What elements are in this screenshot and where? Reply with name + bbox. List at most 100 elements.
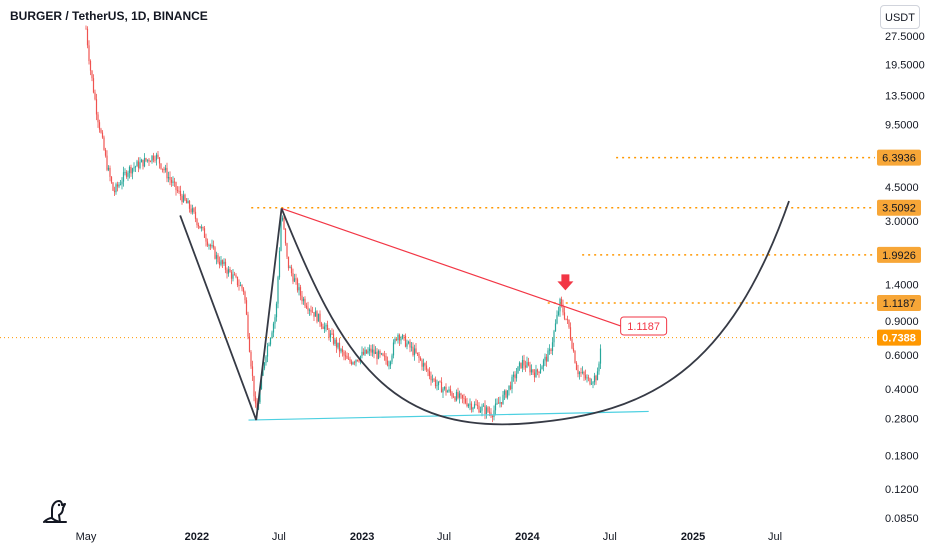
candle-body xyxy=(188,201,191,209)
candle-body xyxy=(278,250,281,278)
candle-body xyxy=(545,356,548,362)
candle-body xyxy=(400,338,402,341)
currency-button[interactable]: USDT xyxy=(880,5,920,29)
candle-body xyxy=(350,361,353,365)
candle-body xyxy=(461,394,464,399)
time-axis[interactable]: May 2022 Jul 2023 Jul 2024 Jul 2025 Jul xyxy=(76,531,782,543)
candle-body xyxy=(248,336,251,352)
candle-body xyxy=(293,278,296,282)
candle-body xyxy=(349,359,351,362)
candle-body xyxy=(323,326,326,329)
candle-body xyxy=(376,351,378,359)
candle-body xyxy=(134,166,137,168)
candle-body xyxy=(89,61,92,71)
candle-body xyxy=(136,161,138,167)
candle-body xyxy=(409,341,411,348)
candle-body xyxy=(172,181,174,183)
candle-body xyxy=(547,350,549,362)
x-tick-label: 2024 xyxy=(515,531,540,543)
zigzag-line[interactable] xyxy=(179,208,283,421)
support-line[interactable] xyxy=(248,410,649,421)
candle-body xyxy=(515,373,518,379)
candle-body xyxy=(322,326,324,329)
level-price-label: 1.9926 xyxy=(882,250,916,262)
candle-body xyxy=(338,342,341,352)
candle-body xyxy=(308,309,311,311)
current-price-label: 0.7388 xyxy=(882,333,916,345)
trendline[interactable] xyxy=(281,207,621,327)
candle-body xyxy=(178,190,180,192)
candle-body xyxy=(563,312,566,319)
candle-body xyxy=(551,342,554,351)
candle-body xyxy=(161,168,164,170)
candle-body xyxy=(107,167,110,170)
candle-body xyxy=(595,375,597,381)
symbol-title[interactable]: BURGER / TetherUS, 1D, BINANCE xyxy=(10,9,208,23)
candle-body xyxy=(196,218,198,225)
candle-body xyxy=(254,396,257,404)
candle-body xyxy=(418,353,420,358)
candle-body xyxy=(491,416,494,418)
candle-body xyxy=(385,356,387,361)
candle-body xyxy=(589,378,591,385)
candle-body xyxy=(554,323,557,332)
candle-body xyxy=(269,338,272,345)
level-price-label: 3.5092 xyxy=(882,203,916,215)
candle-body xyxy=(392,342,395,356)
candle-body xyxy=(139,162,141,169)
candle-body xyxy=(229,269,231,273)
candle-body xyxy=(202,226,204,229)
candle-body xyxy=(569,327,572,340)
candle-body xyxy=(460,393,462,395)
candle-body xyxy=(394,338,396,343)
candle-body xyxy=(317,313,320,322)
candle-body xyxy=(251,366,254,376)
candle-body xyxy=(217,255,219,262)
candle-body xyxy=(310,309,312,312)
candle-body xyxy=(424,363,426,366)
candle-body xyxy=(514,374,516,379)
candle-body xyxy=(550,349,552,351)
price-axis[interactable]: 27.5000 19.5000 13.5000 9.5000 4.5000 3.0000 1… xyxy=(885,31,925,525)
down-arrow-icon[interactable] xyxy=(557,274,574,291)
candle-body xyxy=(190,208,192,213)
candle-body xyxy=(253,375,255,397)
candle-body xyxy=(341,349,344,352)
candle-body xyxy=(365,349,368,354)
candle-body xyxy=(482,405,485,407)
candle-body xyxy=(110,176,113,183)
candle-body xyxy=(541,366,543,370)
candle-body xyxy=(131,168,134,174)
candle-body xyxy=(163,168,165,171)
candle-body xyxy=(220,260,222,265)
candle-body xyxy=(290,267,293,274)
y-tick-label: 3.0000 xyxy=(885,216,919,228)
candle-body xyxy=(565,318,567,320)
x-tick-label: Jul xyxy=(768,531,782,543)
candle-body xyxy=(200,226,203,229)
candle-body xyxy=(145,158,147,161)
candle-body xyxy=(536,369,539,372)
candle-body xyxy=(287,256,290,269)
candle-body xyxy=(499,402,501,404)
candle-body xyxy=(512,374,515,377)
candle-body xyxy=(539,369,542,373)
level-price-tag xyxy=(877,199,921,216)
candle-body xyxy=(412,346,414,356)
candle-body xyxy=(356,359,359,361)
candle-body xyxy=(431,379,434,381)
candle-body xyxy=(205,237,207,242)
candle-body xyxy=(509,385,512,390)
candle-body xyxy=(437,381,440,386)
candle-body xyxy=(443,386,446,389)
candle-body xyxy=(211,245,213,247)
candle-body xyxy=(533,372,536,378)
level-price-label: 1.1187 xyxy=(883,298,916,310)
tradingview-logo-icon[interactable] xyxy=(40,496,74,526)
candle-body xyxy=(173,181,176,183)
cup-curve[interactable] xyxy=(280,200,790,426)
y-tick-label: 0.9000 xyxy=(885,316,919,328)
candle-body xyxy=(197,224,200,227)
